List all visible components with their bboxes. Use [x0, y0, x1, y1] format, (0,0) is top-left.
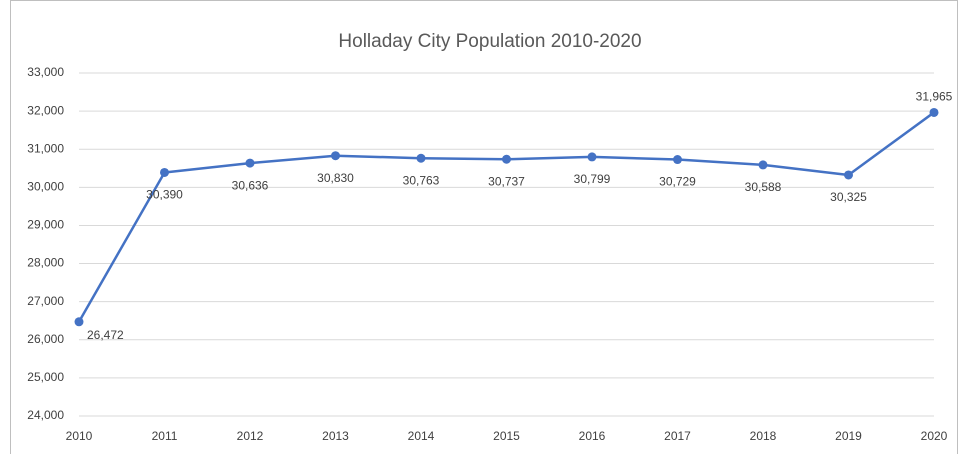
y-tick-label: 30,000: [27, 180, 64, 194]
marker: [929, 107, 939, 117]
data-label: 30,588: [745, 180, 782, 194]
data-label: 30,737: [488, 174, 525, 188]
data-label: 30,636: [232, 178, 269, 192]
x-tick-label: 2020: [921, 429, 948, 443]
y-tick-label: 29,000: [27, 218, 64, 232]
data-label: 30,799: [574, 172, 611, 186]
y-tick-label: 28,000: [27, 256, 64, 270]
data-label: 30,763: [403, 173, 440, 187]
marker: [331, 151, 340, 161]
marker: [245, 158, 255, 168]
marker: [160, 167, 169, 177]
marker: [502, 154, 511, 164]
marker: [844, 170, 853, 180]
y-tick-label: 32,000: [27, 103, 64, 117]
y-tick-label: 31,000: [27, 141, 64, 155]
marker: [416, 153, 426, 163]
data-label: 30,325: [830, 190, 867, 204]
marker: [673, 155, 682, 165]
chart-frame: [10, 0, 958, 454]
x-tick-label: 2019: [835, 429, 862, 443]
data-label: 30,729: [659, 175, 696, 189]
chart-title: Holladay City Population 2010-2020: [338, 31, 641, 52]
x-tick-label: 2016: [579, 429, 606, 443]
marker: [587, 152, 597, 162]
x-tick-label: 2011: [152, 429, 178, 443]
y-tick-label: 25,000: [27, 370, 64, 384]
y-tick-label: 26,000: [27, 332, 64, 346]
y-tick-label: 24,000: [27, 408, 64, 422]
data-label: 30,390: [146, 188, 183, 202]
data-label: 31,965: [916, 90, 953, 104]
y-tick-label: 27,000: [27, 294, 64, 308]
marker: [758, 160, 768, 170]
x-tick-label: 2015: [493, 429, 520, 443]
x-tick-label: 2013: [322, 429, 349, 443]
marker: [74, 317, 84, 327]
x-tick-label: 2017: [664, 429, 691, 443]
x-tick-label: 2012: [237, 429, 264, 443]
x-tick-label: 2014: [408, 429, 435, 443]
x-tick-label: 2018: [750, 429, 777, 443]
y-tick-label: 33,000: [27, 65, 64, 79]
data-label: 30,830: [317, 171, 354, 185]
x-tick-label: 2010: [66, 429, 93, 443]
data-label: 26,472: [87, 328, 124, 342]
